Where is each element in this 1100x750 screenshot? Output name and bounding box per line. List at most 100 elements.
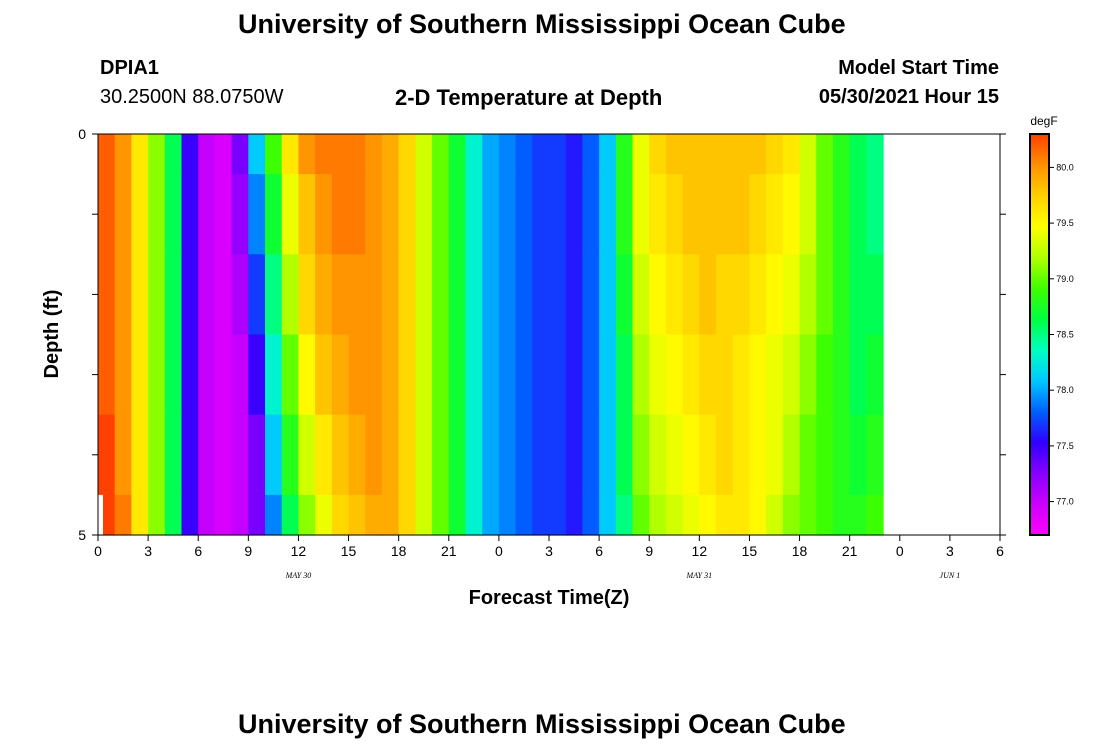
heatmap-cell bbox=[432, 494, 450, 536]
heatmap-cell bbox=[114, 174, 133, 255]
heatmap-cell bbox=[665, 334, 684, 416]
heatmap-cell bbox=[198, 334, 216, 416]
heatmap-cell bbox=[231, 134, 249, 175]
heatmap-cell bbox=[498, 174, 517, 255]
heatmap-cell bbox=[549, 494, 567, 536]
heatmap-cell bbox=[665, 494, 684, 536]
heatmap-cell bbox=[565, 494, 584, 536]
colorbar-tick-label: 77.0 bbox=[1056, 497, 1074, 507]
x-tick-label: 21 bbox=[842, 543, 858, 559]
heatmap-cell bbox=[849, 414, 867, 496]
heatmap-cell bbox=[832, 174, 851, 255]
heatmap-cell bbox=[766, 134, 784, 175]
heatmap-cell bbox=[782, 494, 801, 536]
heatmap-cell bbox=[866, 494, 884, 536]
heatmap-cell bbox=[682, 174, 700, 255]
heatmap-cell bbox=[799, 134, 817, 175]
heatmap-cell bbox=[849, 134, 867, 175]
heatmap-cell bbox=[866, 414, 884, 496]
heatmap-cell bbox=[682, 334, 700, 416]
heatmap-cell bbox=[515, 414, 533, 496]
heatmap-cell bbox=[198, 174, 216, 255]
heatmap-cell bbox=[816, 334, 834, 416]
date-label: JUN 1 bbox=[940, 571, 961, 580]
heatmap-cell bbox=[632, 174, 650, 255]
heatmap-cell bbox=[716, 254, 734, 336]
heatmap-cell bbox=[381, 254, 400, 336]
heatmap-cell bbox=[315, 134, 333, 175]
heatmap-cell bbox=[782, 334, 801, 416]
heatmap-cell bbox=[799, 414, 817, 496]
heatmap-cell bbox=[248, 334, 266, 416]
heatmap-cell bbox=[381, 334, 400, 416]
bottom-title: University of Southern Mississippi Ocean… bbox=[238, 709, 846, 739]
heatmap-cell bbox=[432, 414, 450, 496]
x-tick-label: 12 bbox=[291, 543, 307, 559]
heatmap-cell bbox=[832, 254, 851, 336]
heatmap-cell bbox=[281, 174, 300, 255]
colorbar-tick-label: 78.5 bbox=[1056, 330, 1074, 340]
heatmap-cell bbox=[248, 134, 266, 175]
heatmap-cell bbox=[298, 494, 316, 536]
heatmap-cell bbox=[148, 254, 166, 336]
heatmap-cell bbox=[415, 134, 433, 175]
heatmap-cell bbox=[381, 174, 400, 255]
heatmap-cell bbox=[482, 134, 500, 175]
heatmap-cell bbox=[665, 134, 684, 175]
heatmap-cell bbox=[632, 414, 650, 496]
heatmap-cell bbox=[148, 494, 166, 536]
heatmap-cell bbox=[515, 334, 533, 416]
x-tick-label: 6 bbox=[194, 543, 202, 559]
x-tick-label: 3 bbox=[946, 543, 954, 559]
heatmap-cell bbox=[448, 254, 467, 336]
heatmap-cell bbox=[415, 174, 433, 255]
model-start-value: 05/30/2021 Hour 15 bbox=[818, 86, 999, 108]
heatmap-cell bbox=[532, 134, 550, 175]
x-tick-label: 18 bbox=[391, 543, 407, 559]
heatmap-cell bbox=[415, 414, 433, 496]
heatmap-cell bbox=[432, 174, 450, 255]
heatmap-cell bbox=[448, 134, 467, 175]
heatmap-cell bbox=[164, 334, 183, 416]
x-tick-label: 0 bbox=[94, 543, 102, 559]
heatmap-cell bbox=[749, 414, 767, 496]
heatmap-cell bbox=[716, 334, 734, 416]
heatmap-cell bbox=[682, 134, 700, 175]
heatmap-cell bbox=[732, 494, 751, 536]
heatmap-cell bbox=[816, 254, 834, 336]
heatmap-cell bbox=[114, 334, 133, 416]
x-tick-label: 15 bbox=[341, 543, 357, 559]
heatmap-cell bbox=[665, 414, 684, 496]
heatmap-cell bbox=[98, 174, 116, 255]
heatmap-cell bbox=[465, 174, 483, 255]
heatmap-cell bbox=[281, 134, 300, 175]
heatmap-cell bbox=[866, 134, 884, 175]
x-tick-label: 21 bbox=[441, 543, 457, 559]
heatmap-cell bbox=[398, 494, 416, 536]
heatmap-cell bbox=[365, 134, 383, 175]
heatmap-cell bbox=[331, 494, 350, 536]
heatmap-cell bbox=[281, 414, 300, 496]
heatmap-cell bbox=[164, 134, 183, 175]
heatmap-cell bbox=[381, 414, 400, 496]
heatmap-cell bbox=[131, 254, 149, 336]
heatmap-cell bbox=[465, 254, 483, 336]
heatmap-cell bbox=[582, 414, 600, 496]
heatmap-cell bbox=[549, 254, 567, 336]
heatmap-cell bbox=[649, 414, 667, 496]
heatmap-cell bbox=[782, 254, 801, 336]
heatmap-cell bbox=[265, 494, 283, 536]
heatmap-cell bbox=[398, 414, 416, 496]
colorbar: 77.0 77.5 78.0 78.5 79.0 79.5 80.0 bbox=[1029, 133, 1074, 536]
heatmap-cell bbox=[699, 494, 717, 536]
heatmap-cell bbox=[198, 414, 216, 496]
x-tick-label: 6 bbox=[996, 543, 1004, 559]
x-tick-label: 0 bbox=[495, 543, 503, 559]
heatmap-cell bbox=[599, 254, 617, 336]
heatmap-cell bbox=[448, 414, 467, 496]
x-tick-label: 3 bbox=[144, 543, 152, 559]
heatmap-cell bbox=[498, 254, 517, 336]
heatmap-cell bbox=[799, 254, 817, 336]
heatmap-cell bbox=[482, 254, 500, 336]
